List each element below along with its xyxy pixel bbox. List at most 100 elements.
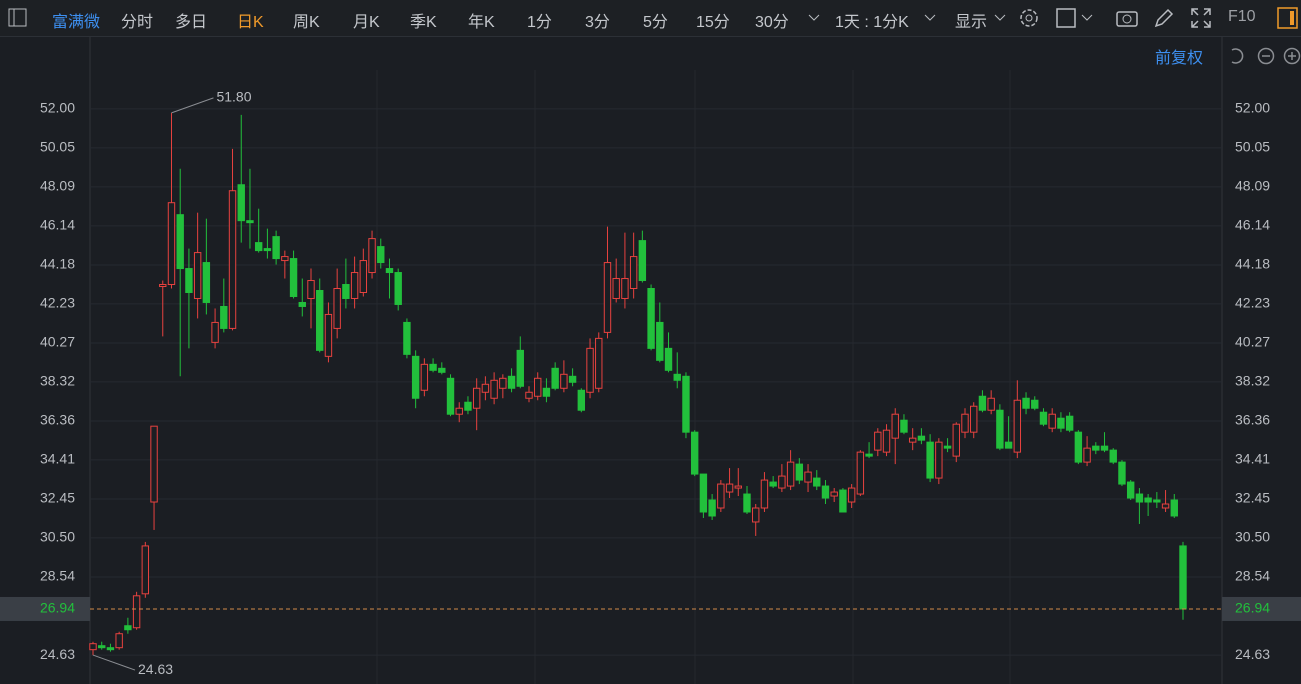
candle-body bbox=[900, 419, 908, 433]
candle-body bbox=[246, 220, 254, 224]
f10-button[interactable]: F10 bbox=[1228, 8, 1256, 25]
period-tab[interactable]: 年K bbox=[468, 14, 495, 31]
y-tick-label: 32.45 bbox=[40, 490, 75, 506]
candle-body bbox=[159, 284, 167, 288]
last-price-label: 26.94 bbox=[40, 600, 75, 616]
period-tab[interactable]: 月K bbox=[353, 14, 380, 31]
candle-body bbox=[874, 431, 882, 451]
display-menu[interactable]: 显示 bbox=[955, 14, 988, 31]
candle-body bbox=[202, 262, 211, 303]
y-tick-label-right: 24.63 bbox=[1235, 646, 1270, 662]
candle-body bbox=[316, 289, 324, 351]
settings-icon[interactable] bbox=[1018, 7, 1040, 29]
candle-body bbox=[499, 377, 507, 389]
y-tick-label-right: 38.32 bbox=[1235, 373, 1270, 389]
candle-body bbox=[595, 337, 603, 389]
period-tab[interactable]: 5分 bbox=[643, 14, 668, 31]
period-tab[interactable]: 1分 bbox=[527, 14, 552, 31]
candle-body bbox=[612, 278, 620, 299]
interval-select[interactable]: 1天 : 1分K bbox=[835, 14, 909, 31]
candle-body bbox=[1144, 497, 1152, 503]
candle-body bbox=[987, 397, 995, 411]
candle-body bbox=[429, 363, 437, 371]
candle-body bbox=[228, 190, 237, 329]
sidebar-icon[interactable] bbox=[8, 8, 28, 28]
candle-body bbox=[699, 473, 708, 513]
candle-body bbox=[350, 272, 359, 299]
period-tab[interactable]: 分时 bbox=[121, 14, 154, 31]
y-tick-label: 24.63 bbox=[40, 646, 75, 662]
fullscreen-icon[interactable] bbox=[1190, 7, 1212, 29]
adjust-bar: 前复权 bbox=[1155, 44, 1203, 68]
annotation-label: 24.63 bbox=[138, 661, 173, 677]
y-tick-label: 44.18 bbox=[40, 256, 75, 272]
adjust-mode[interactable]: 前复权 bbox=[1155, 50, 1204, 67]
y-tick-label-right: 46.14 bbox=[1235, 217, 1270, 233]
caret bbox=[924, 14, 936, 21]
candle-body bbox=[411, 355, 420, 399]
candle-body bbox=[743, 493, 751, 513]
candle-body bbox=[978, 395, 987, 411]
candle-body bbox=[1109, 449, 1117, 463]
candle-body bbox=[943, 445, 952, 449]
period-tab[interactable]: 多日 bbox=[175, 14, 208, 31]
candle-body bbox=[150, 425, 158, 503]
y-tick-label: 40.27 bbox=[40, 334, 75, 350]
y-tick-label: 52.00 bbox=[40, 100, 75, 116]
candle-body bbox=[525, 391, 533, 399]
candle-body bbox=[1039, 411, 1048, 425]
candle-body bbox=[638, 240, 647, 282]
period-tab[interactable]: 日K bbox=[237, 14, 264, 31]
candles bbox=[89, 112, 1187, 656]
y-tick-label: 50.05 bbox=[40, 139, 75, 155]
candle-body bbox=[935, 441, 943, 479]
period-tab[interactable]: 15分 bbox=[696, 14, 730, 31]
panel-icon[interactable] bbox=[1276, 6, 1300, 30]
candle-body bbox=[682, 375, 690, 433]
candle-body bbox=[237, 184, 245, 222]
candle-body bbox=[560, 373, 568, 389]
y-tick-label-right: 50.05 bbox=[1235, 139, 1270, 155]
candle-body bbox=[786, 461, 795, 487]
y-tick-label: 34.41 bbox=[40, 451, 75, 467]
undo-icon[interactable] bbox=[1231, 48, 1244, 64]
candle-body bbox=[534, 377, 542, 397]
candle-body bbox=[193, 252, 202, 299]
period-tab[interactable]: 季K bbox=[410, 14, 437, 31]
period-tab[interactable]: 30分 bbox=[755, 14, 789, 31]
zoom-out[interactable] bbox=[1257, 47, 1275, 65]
candle-body bbox=[752, 507, 760, 523]
candle-body bbox=[1013, 399, 1022, 453]
candle-body bbox=[333, 288, 341, 329]
candle-body bbox=[385, 268, 394, 274]
candle-body bbox=[865, 453, 873, 457]
candle-body bbox=[1065, 415, 1074, 431]
period-tab[interactable]: 周K bbox=[293, 14, 320, 31]
candle-body bbox=[185, 268, 193, 293]
candle-body bbox=[1057, 417, 1065, 429]
y-tick-label: 46.14 bbox=[40, 217, 75, 233]
stock-name[interactable]: 富满微 bbox=[52, 14, 101, 31]
candle-body bbox=[908, 437, 917, 443]
period-tab[interactable]: 3分 bbox=[585, 14, 610, 31]
candle-body bbox=[568, 375, 577, 383]
candle-body bbox=[1161, 503, 1170, 509]
candle-body bbox=[778, 475, 786, 489]
candle-body bbox=[281, 256, 289, 262]
candle-body bbox=[359, 260, 368, 293]
candle-body bbox=[664, 347, 673, 371]
candle-body bbox=[542, 387, 551, 397]
annotation-label: 51.80 bbox=[216, 89, 251, 105]
zoom-in[interactable] bbox=[1283, 47, 1301, 65]
camera-icon[interactable] bbox=[1115, 7, 1139, 29]
candle-body bbox=[830, 491, 838, 497]
candle-body bbox=[760, 479, 769, 509]
pen-icon[interactable] bbox=[1153, 7, 1175, 29]
y-tick-label-right: 34.41 bbox=[1235, 451, 1270, 467]
candle-body bbox=[970, 405, 978, 433]
draw-shape-icon[interactable] bbox=[1055, 7, 1095, 29]
y-tick-label-right: 52.00 bbox=[1235, 100, 1270, 116]
candle-body bbox=[813, 477, 821, 487]
candle-body bbox=[795, 463, 804, 481]
